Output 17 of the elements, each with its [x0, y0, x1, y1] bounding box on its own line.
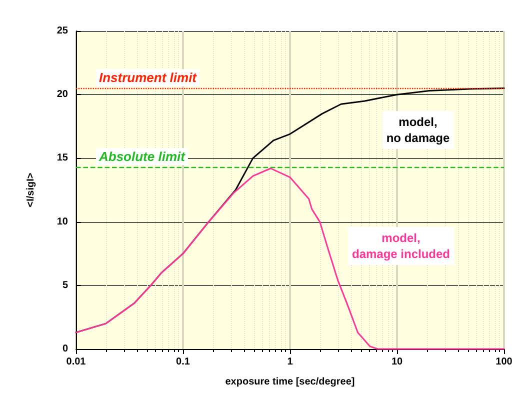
y-axis-title: <I/sigI> — [26, 172, 36, 208]
annotation: model, damage included — [352, 231, 450, 261]
y-tick-label: 15 — [56, 152, 68, 164]
x-tick-label: 0.01 — [66, 356, 86, 368]
x-tick-label: 1 — [287, 356, 294, 368]
y-tick-label: 0 — [62, 344, 68, 354]
x-tick-label: 10 — [391, 356, 403, 368]
y-tick-label: 5 — [62, 280, 68, 291]
x-tick-label: 100 — [496, 356, 513, 368]
annotation: model, no damage — [386, 115, 450, 145]
x-tick-label: 0.1 — [176, 356, 190, 368]
x-axis-title: exposure time [sec/degree] — [225, 376, 355, 388]
ref-line-label: Instrument limit — [99, 70, 198, 86]
y-tick-label: 10 — [56, 216, 68, 228]
y-tick-label: 20 — [56, 89, 68, 100]
y-tick-label: 25 — [56, 26, 68, 36]
ref-line-label: Absolute limit — [98, 149, 186, 164]
